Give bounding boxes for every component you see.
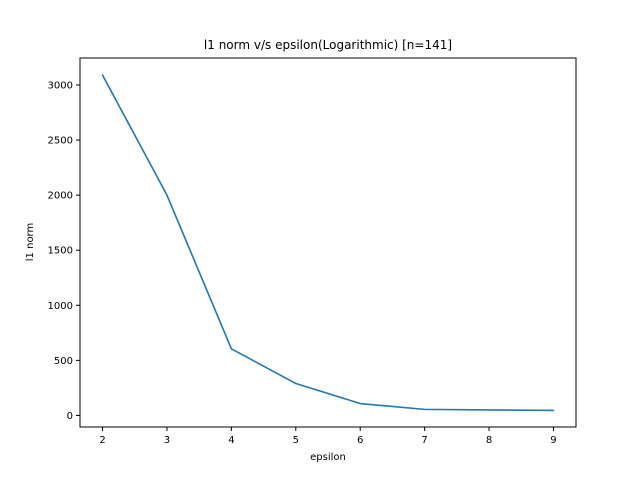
y-tick-label: 500 — [54, 356, 73, 367]
plot-area-frame — [79, 57, 577, 428]
series-layer — [101, 74, 555, 412]
y-tick-label: 0 — [67, 411, 73, 422]
y-tick-label: 2000 — [48, 191, 73, 202]
x-axis-label: epsilon — [310, 452, 346, 463]
y-tick-label: 3000 — [48, 80, 73, 91]
x-tick-label: 6 — [357, 435, 363, 446]
x-tick-label: 2 — [99, 435, 105, 446]
x-tick-label: 3 — [164, 435, 170, 446]
x-tick-label: 5 — [293, 435, 299, 446]
x-tick-label: 4 — [228, 435, 234, 446]
x-tick-label: 7 — [421, 435, 427, 446]
series-line — [101, 74, 555, 412]
chart-title: l1 norm v/s epsilon(Logarithmic) [n=141] — [204, 38, 452, 52]
x-tick-label: 8 — [486, 435, 492, 446]
y-axis-label: l1 norm — [25, 223, 36, 261]
x-axis: 2 3 4 5 6 7 8 9 — [99, 427, 557, 446]
y-tick-label: 1500 — [48, 246, 73, 257]
y-axis: 0 500 1000 1500 2000 2500 3000 — [48, 80, 80, 422]
x-tick-label: 9 — [550, 435, 556, 446]
y-tick-label: 2500 — [48, 136, 73, 147]
y-tick-label: 1000 — [48, 301, 73, 312]
